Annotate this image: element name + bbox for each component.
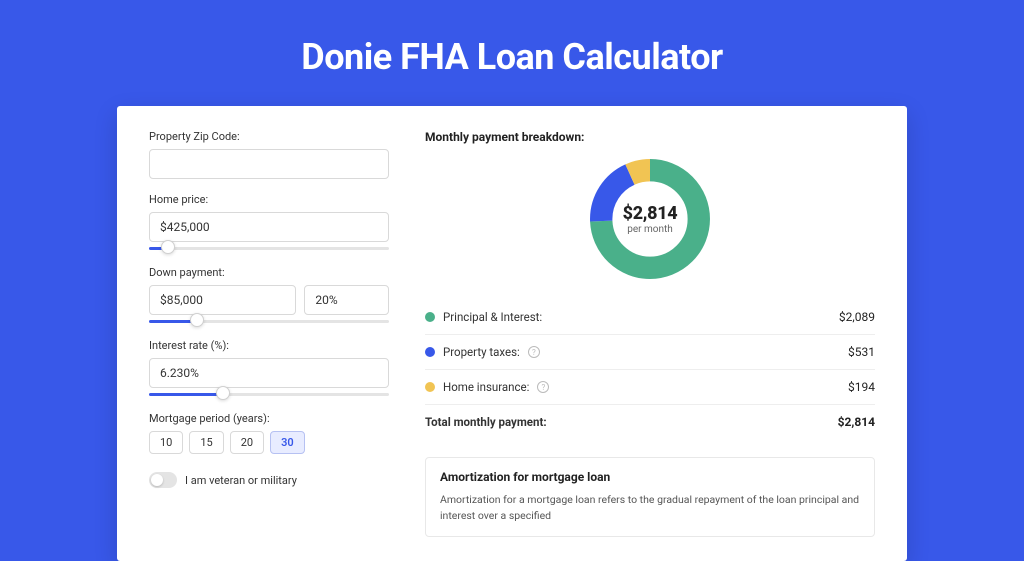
page-title: Donie FHA Loan Calculator [0, 0, 1024, 106]
inputs-panel: Property Zip Code: Home price: Down paym… [149, 130, 389, 537]
legend-swatch [425, 312, 435, 322]
rate-label: Interest rate (%): [149, 339, 389, 352]
down-pct-input[interactable] [304, 285, 389, 315]
breakdown-title: Monthly payment breakdown: [425, 130, 875, 144]
down-label: Down payment: [149, 266, 389, 279]
legend-swatch [425, 347, 435, 357]
period-buttons: 10 15 20 30 [149, 431, 389, 454]
donut-sub: per month [627, 224, 673, 235]
total-label: Total monthly payment: [425, 415, 547, 429]
veteran-toggle[interactable] [149, 472, 177, 488]
amortization-text: Amortization for a mortgage loan refers … [440, 492, 860, 524]
info-icon[interactable]: ? [528, 346, 540, 358]
donut-center: $2,814 per month [589, 158, 711, 280]
period-button-30[interactable]: 30 [270, 431, 305, 454]
veteran-label: I am veteran or military [185, 474, 297, 487]
price-input[interactable] [149, 212, 389, 242]
line-value: $2,089 [839, 310, 875, 324]
period-button-10[interactable]: 10 [149, 431, 183, 454]
legend-swatch [425, 382, 435, 392]
period-label: Mortgage period (years): [149, 412, 389, 425]
down-slider-thumb[interactable] [190, 313, 204, 327]
price-slider-thumb[interactable] [161, 240, 175, 254]
line-label: Property taxes: [443, 345, 520, 359]
donut-amount: $2,814 [623, 203, 678, 224]
period-button-15[interactable]: 15 [189, 431, 223, 454]
rate-slider[interactable] [149, 390, 389, 398]
line-label: Home insurance: [443, 380, 529, 394]
down-slider[interactable] [149, 317, 389, 325]
line-label: Principal & Interest: [443, 310, 542, 324]
zip-label: Property Zip Code: [149, 130, 389, 143]
calculator-card: Property Zip Code: Home price: Down paym… [117, 106, 907, 561]
breakdown-line: Principal & Interest: $2,089 [425, 300, 875, 335]
line-value: $531 [848, 345, 875, 359]
rate-input[interactable] [149, 358, 389, 388]
zip-input[interactable] [149, 149, 389, 179]
price-label: Home price: [149, 193, 389, 206]
line-value: $194 [848, 380, 875, 394]
amortization-box: Amortization for mortgage loan Amortizat… [425, 457, 875, 537]
breakdown-line: Home insurance: ? $194 [425, 370, 875, 405]
total-value: $2,814 [838, 415, 875, 429]
amortization-title: Amortization for mortgage loan [440, 470, 860, 484]
breakdown-panel: Monthly payment breakdown: $2,814 per mo… [425, 130, 875, 537]
rate-slider-thumb[interactable] [216, 386, 230, 400]
breakdown-line: Property taxes: ? $531 [425, 335, 875, 370]
info-icon[interactable]: ? [537, 381, 549, 393]
period-button-20[interactable]: 20 [230, 431, 264, 454]
down-amount-input[interactable] [149, 285, 296, 315]
payment-donut-chart: $2,814 per month [589, 158, 711, 280]
price-slider[interactable] [149, 244, 389, 252]
